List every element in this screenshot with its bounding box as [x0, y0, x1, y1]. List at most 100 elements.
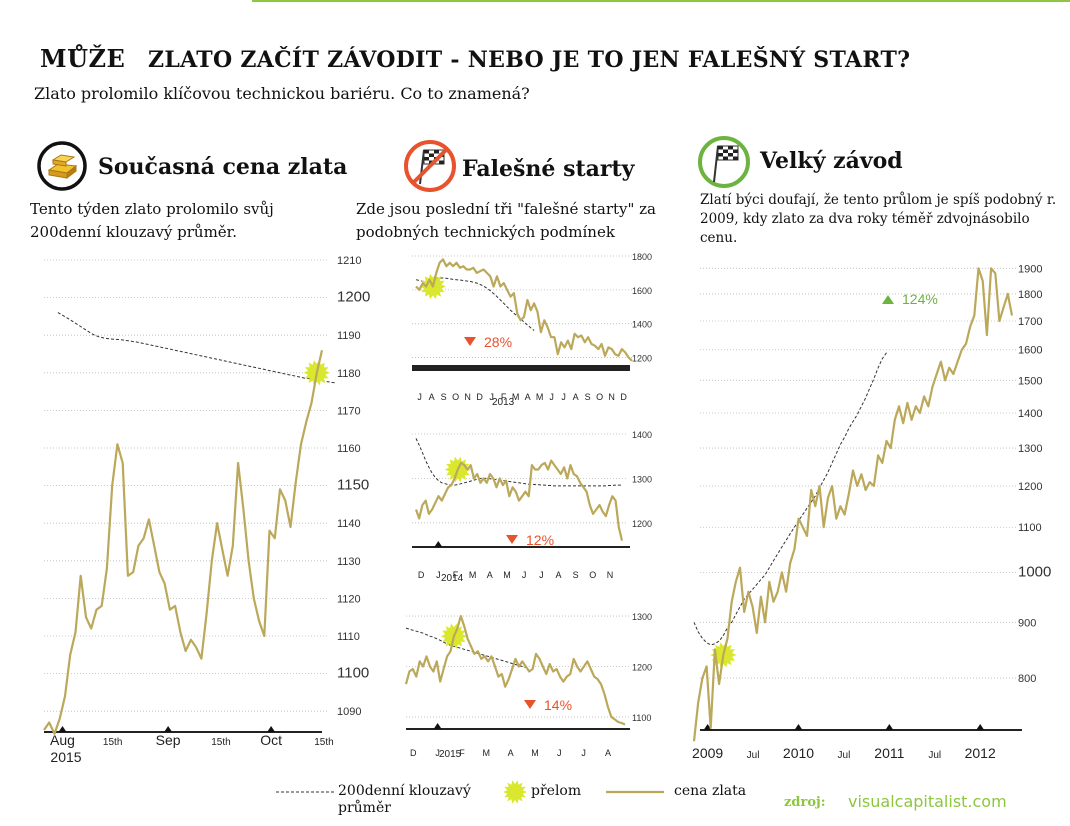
- price-line: [414, 459, 624, 541]
- x-tick-label: A: [605, 748, 611, 758]
- y-tick-label: 1300: [1018, 443, 1042, 455]
- x-tick-marker: [433, 723, 442, 729]
- change-annotation: 28%: [484, 334, 512, 350]
- x-tick-label: J: [417, 392, 422, 402]
- top-accent-line: [252, 0, 1070, 2]
- y-tick-label: 1210: [337, 255, 361, 267]
- y-tick-label: 1200: [632, 519, 652, 529]
- up-arrow-icon: [882, 295, 894, 304]
- x-tick-label: A: [555, 570, 561, 580]
- x-tick-label: M: [536, 392, 544, 402]
- y-tick-label: 1170: [337, 405, 361, 417]
- x-tick-label: Jul: [928, 750, 941, 761]
- x-tick-marker: [794, 724, 803, 730]
- x-tick-label: M: [531, 748, 539, 758]
- x-tick-label: 15th: [314, 737, 333, 748]
- legend-ma-label: 200denní klouzavý průměr: [338, 783, 471, 816]
- y-tick-label: 1300: [632, 474, 652, 484]
- section-title-current: Současná cena zlata: [98, 154, 348, 180]
- down-arrow-icon: [506, 535, 518, 544]
- x-tick-marker: [703, 724, 712, 730]
- section-text-big-race: Zlatí býci doufají, že tento průlom je s…: [700, 192, 1057, 246]
- y-tick-label: 1180: [337, 368, 361, 380]
- x-year-label: 2015: [50, 749, 81, 765]
- y-tick-label: 1150: [337, 477, 369, 494]
- x-tick-label: F: [459, 748, 465, 758]
- y-tick-label: 1600: [632, 286, 652, 296]
- x-tick-label: J: [581, 748, 586, 758]
- y-tick-label: 1120: [337, 593, 361, 605]
- x-tick-label: S: [585, 392, 591, 402]
- x-tick-label: O: [596, 392, 603, 402]
- x-tick-label: O: [452, 392, 459, 402]
- x-tick-label: J: [436, 570, 441, 580]
- x-tick-label: D: [418, 570, 425, 580]
- y-tick-label: 1200: [1018, 481, 1042, 493]
- x-tick-label: A: [487, 570, 493, 580]
- x-tick-label: 2011: [874, 745, 904, 761]
- x-tick-label: A: [508, 748, 514, 758]
- legend-breakout-swatch: [503, 780, 527, 804]
- section-title-false-starts: Falešné starty: [462, 156, 635, 182]
- page-title: ZLATO ZAČÍT ZÁVODIT - NEBO JE TO JEN FAL…: [148, 47, 911, 73]
- y-tick-label: 1160: [337, 443, 361, 455]
- x-tick-label: N: [607, 570, 614, 580]
- change-annotation: 124%: [902, 291, 938, 307]
- x-tick-label: S: [573, 570, 579, 580]
- down-arrow-icon: [464, 337, 476, 346]
- y-tick-label: 1100: [337, 665, 369, 682]
- x-tick-label: 15th: [211, 737, 230, 748]
- section-title-big-race: Velký závod: [760, 148, 903, 174]
- y-tick-label: 1200: [632, 354, 652, 364]
- y-tick-label: 1400: [1018, 408, 1042, 420]
- x-tick-label: J: [561, 392, 566, 402]
- x-tick-label: A: [573, 392, 579, 402]
- y-tick-label: 1190: [337, 330, 361, 342]
- x-tick-marker: [434, 541, 443, 547]
- x-tick-label: J: [489, 392, 494, 402]
- checkered-flag-crossed-icon: [404, 140, 456, 192]
- title-prefix: MŮŽE: [40, 44, 126, 73]
- source-link[interactable]: visualcapitalist.com: [848, 792, 1007, 811]
- x-tick-label: M: [512, 392, 520, 402]
- x-tick-label: D: [476, 392, 483, 402]
- x-tick-label: J: [549, 392, 554, 402]
- x-tick-label: N: [464, 392, 471, 402]
- x-tick-label: 15th: [103, 737, 122, 748]
- x-tick-label: M: [469, 570, 477, 580]
- y-tick-label: 1600: [1018, 345, 1042, 357]
- change-annotation: 12%: [526, 532, 554, 548]
- x-tick-label: F: [501, 392, 507, 402]
- legend-price-label: cena zlata: [674, 783, 747, 799]
- x-tick-label: M: [503, 570, 511, 580]
- price-line: [692, 267, 1014, 742]
- y-tick-label: 1800: [1018, 289, 1042, 301]
- y-tick-label: 1200: [632, 662, 652, 672]
- gold-bars-icon: [37, 141, 87, 191]
- ma-line: [415, 438, 622, 487]
- x-year-label: 2015: [439, 749, 462, 760]
- section-text-false-starts: Zde jsou poslední tři "falešné starty" z…: [356, 200, 656, 241]
- x-tick-label: 2009: [692, 745, 723, 761]
- x-tick-label: J: [539, 570, 544, 580]
- y-tick-label: 1100: [632, 713, 651, 723]
- change-annotation: 14%: [544, 697, 572, 713]
- x-tick-label: Jul: [838, 750, 851, 761]
- x-tick-label: 2010: [783, 745, 814, 761]
- x-tick-label: Oct: [260, 732, 282, 748]
- x-tick-label: 2012: [965, 745, 996, 761]
- page-subtitle: Zlato prolomilo klíčovou technickou bari…: [34, 84, 530, 103]
- x-tick-marker: [164, 726, 173, 732]
- x-tick-marker: [58, 726, 67, 732]
- price-line: [404, 614, 626, 726]
- y-tick-label: 1200: [337, 289, 370, 306]
- y-tick-label: 1300: [632, 612, 652, 622]
- ma-line: [405, 627, 530, 669]
- y-tick-label: 1000: [1018, 563, 1051, 580]
- y-tick-label: 1700: [1018, 316, 1042, 328]
- x-tick-label: J: [522, 570, 527, 580]
- y-tick-label: 800: [1018, 673, 1036, 685]
- down-arrow-icon: [524, 700, 536, 709]
- y-tick-label: 1400: [632, 430, 652, 440]
